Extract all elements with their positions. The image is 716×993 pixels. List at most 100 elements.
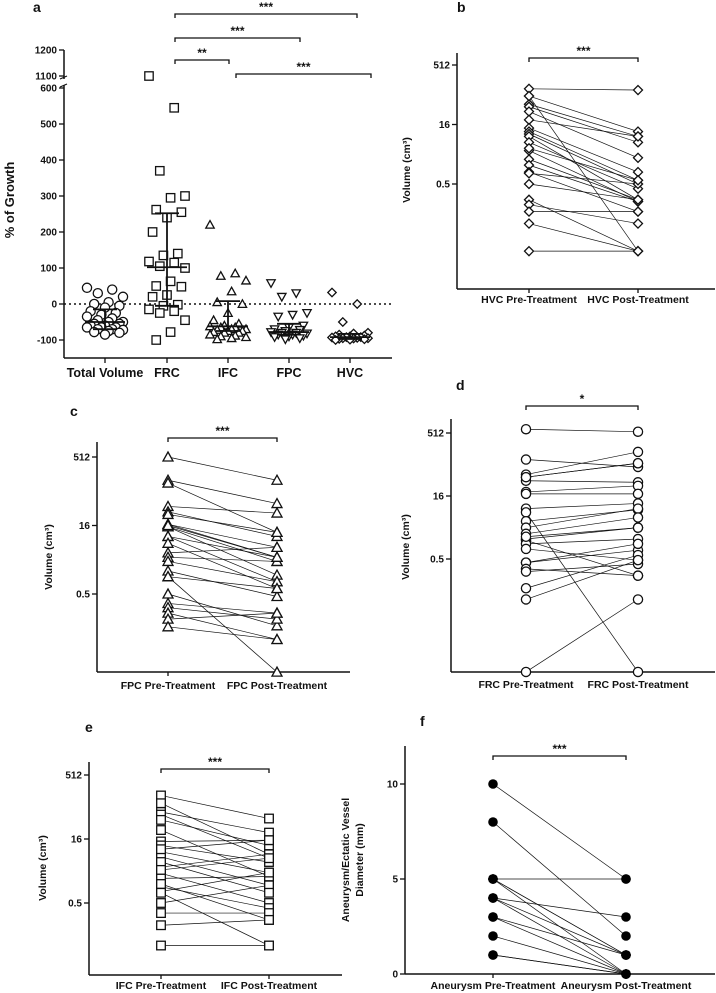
y-axis-label: Diameter (mm) [354,823,366,897]
pair-line [528,204,639,224]
pair-line [167,607,278,620]
post-treatment-point [264,853,274,864]
data-point [81,282,93,294]
pre-treatment-point [156,887,166,898]
pre-treatment-point [523,167,535,179]
pair-line [167,514,278,533]
pair-line [525,480,639,483]
post-treatment-point [270,473,284,485]
data-points [488,779,631,979]
pair-line [160,919,270,926]
pair-line [492,897,627,918]
pair-line [525,508,639,529]
pair-line [528,147,639,181]
significance-bracket [525,405,639,410]
pair-line [492,916,627,956]
data-point [169,257,180,268]
data-point [165,327,176,337]
post-treatment-point [632,512,644,523]
x-tick-label: IFC Post-Treatment [221,980,318,992]
post-treatment-point [264,867,274,878]
x-tick-label: HVC [337,366,363,380]
pair-line [160,872,270,892]
data-point [204,219,216,229]
pair-line [167,603,278,614]
post-treatment-point [632,488,644,500]
y-axis-label: Volume (cm³) [401,137,413,203]
significance-bracket [174,37,301,42]
y-tick-label: 5 [392,875,398,886]
pair-line [525,512,639,673]
y-tick-label: 512 [73,453,90,464]
pair-line [525,563,639,572]
data-point [147,291,158,302]
data-point [165,192,176,203]
pair-line [160,857,270,871]
y-tick-label: 0 [392,970,398,981]
post-treatment-point [632,457,644,469]
data-point [169,102,180,113]
post-treatment-point [632,554,644,566]
x-tick-label: Aneurysm Pre-Treatment [431,980,556,992]
panel-label: b [457,0,466,15]
significance-label: *** [208,755,222,769]
pair-line [167,456,278,481]
paired-lines [525,428,639,673]
significance-label: *** [230,24,244,38]
post-treatment-point [264,887,274,898]
y-tick-label: -100 [37,336,57,347]
pre-treatment-point [520,423,532,435]
post-treatment-point [270,612,284,624]
x-tick-label: FRC Pre-Treatment [478,679,574,691]
post-treatment-point [632,446,644,458]
pair-line [167,525,278,558]
post-treatment-point [632,218,644,229]
pre-treatment-point [156,825,166,835]
y-tick-label: 512 [65,771,82,782]
panel-d: d 512 16 0.5 Volume (cm³) FRC Pre-Treatment FR… [400,377,715,691]
pair-line [167,542,278,589]
pair-line [160,851,270,873]
data-point [92,287,104,299]
pair-line [528,111,639,159]
pair-line [528,106,639,143]
pre-treatment-point [523,218,535,229]
data-point [144,256,154,267]
y-tick-label: 0.5 [430,555,444,566]
significance-label: *** [552,742,566,756]
pair-line [525,428,639,433]
post-treatment-point [270,619,284,631]
pair-line [525,451,639,475]
data-point [154,261,165,272]
paired-lines [492,783,627,975]
pair-line [492,935,627,975]
x-tick-label: IFC [218,366,238,380]
y-tick-label: 600 [40,84,57,95]
post-treatment-point [270,506,284,518]
pre-treatment-point [523,142,535,154]
pair-line [167,523,278,548]
pair-line [525,599,639,673]
axis-break-mark [59,83,68,88]
pair-line [528,223,639,252]
data-point [269,333,280,343]
data-point [154,308,165,318]
pair-line [167,556,278,562]
y-tick-label: 16 [433,492,445,503]
data-point [169,306,180,317]
y-axis-label: Volume (cm³) [43,524,55,590]
pair-line [160,839,270,842]
pre-treatment-point [520,531,532,543]
pre-treatment-point [520,507,532,518]
y-tick-label: 100 [40,264,57,275]
significance-bracket [492,755,627,760]
pair-line [525,517,639,535]
pair-line [528,159,639,201]
y-tick-label: 512 [433,61,450,72]
post-treatment-point [632,666,644,678]
pair-line [160,861,270,894]
pair-line [528,164,639,202]
y-tick-label: 16 [439,120,451,131]
pair-line [160,856,270,886]
